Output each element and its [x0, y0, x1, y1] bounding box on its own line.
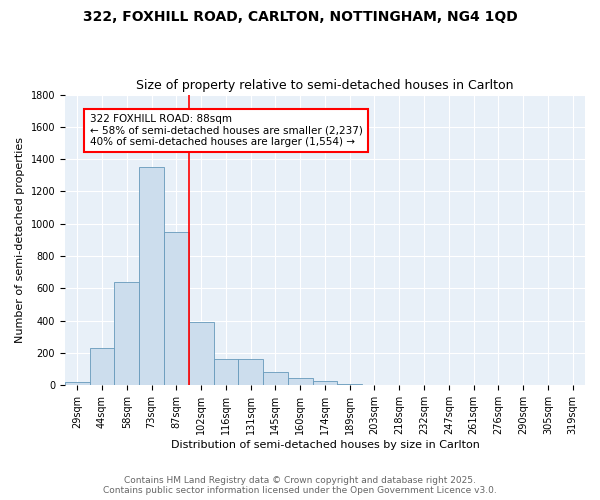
Title: Size of property relative to semi-detached houses in Carlton: Size of property relative to semi-detach…	[136, 79, 514, 92]
Bar	[139, 168, 164, 386]
Bar	[189, 322, 214, 386]
Y-axis label: Number of semi-detached properties: Number of semi-detached properties	[15, 137, 25, 343]
Bar	[65, 382, 89, 386]
Text: 322 FOXHILL ROAD: 88sqm
← 58% of semi-detached houses are smaller (2,237)
40% of: 322 FOXHILL ROAD: 88sqm ← 58% of semi-de…	[89, 114, 362, 147]
Bar	[337, 384, 362, 386]
Bar	[263, 372, 288, 386]
X-axis label: Distribution of semi-detached houses by size in Carlton: Distribution of semi-detached houses by …	[170, 440, 479, 450]
Text: 322, FOXHILL ROAD, CARLTON, NOTTINGHAM, NG4 1QD: 322, FOXHILL ROAD, CARLTON, NOTTINGHAM, …	[83, 10, 517, 24]
Bar	[115, 282, 139, 386]
Bar	[89, 348, 115, 386]
Bar	[288, 378, 313, 386]
Bar	[214, 358, 238, 386]
Bar	[362, 384, 387, 386]
Bar	[238, 358, 263, 386]
Bar	[164, 232, 189, 386]
Bar	[313, 382, 337, 386]
Text: Contains HM Land Registry data © Crown copyright and database right 2025.
Contai: Contains HM Land Registry data © Crown c…	[103, 476, 497, 495]
